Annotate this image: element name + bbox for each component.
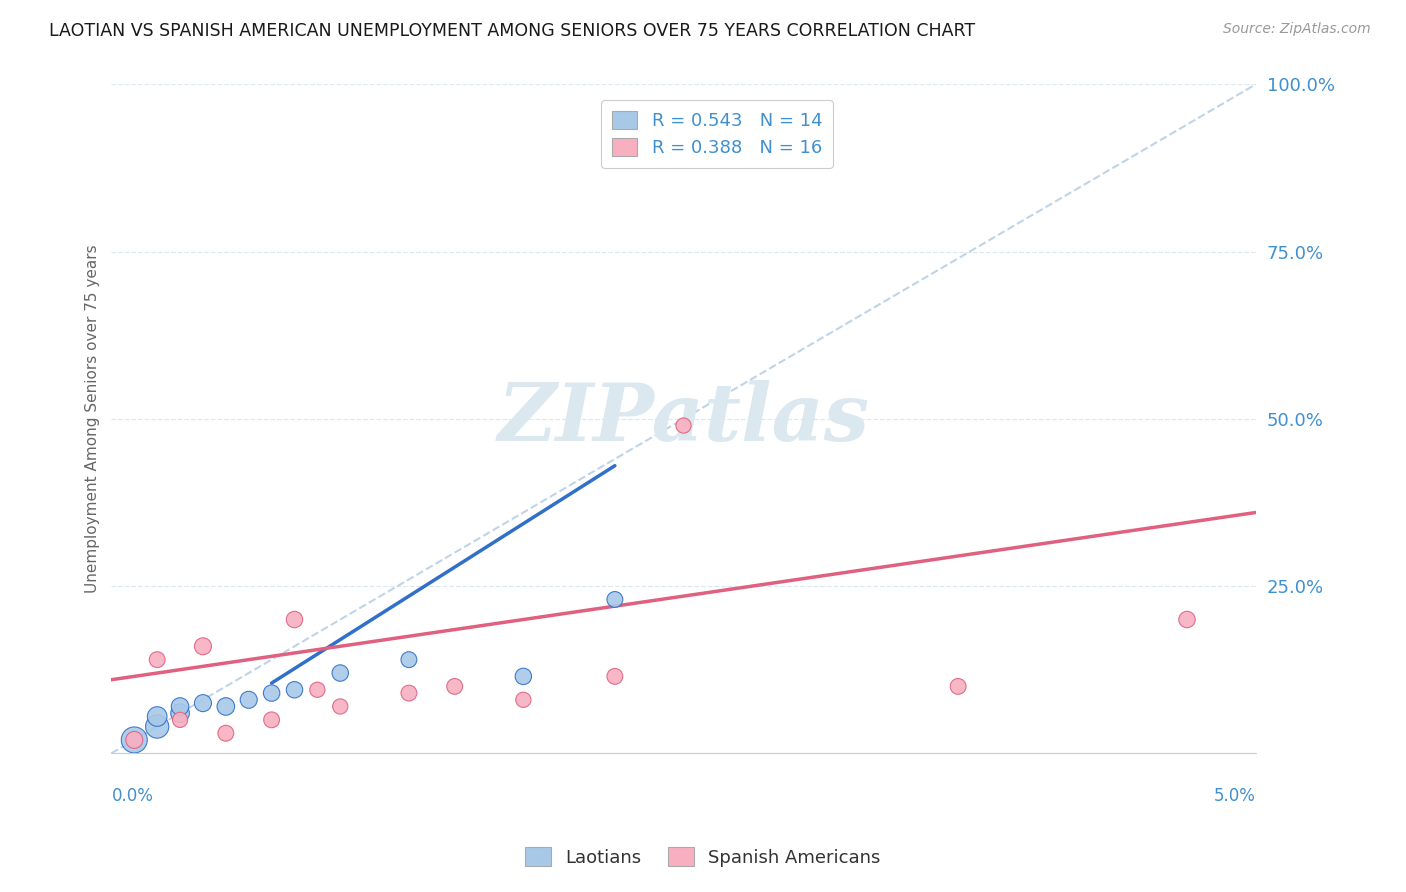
Point bbox=[512, 693, 534, 707]
Point bbox=[603, 669, 626, 683]
Point bbox=[283, 613, 305, 627]
Text: 0.0%: 0.0% bbox=[111, 787, 153, 805]
Point bbox=[512, 669, 534, 683]
Text: ZIPatlas: ZIPatlas bbox=[498, 380, 869, 458]
Point bbox=[307, 682, 329, 697]
Point bbox=[329, 699, 352, 714]
Point bbox=[215, 699, 238, 714]
Point bbox=[146, 709, 169, 723]
Point bbox=[124, 733, 146, 747]
Point bbox=[124, 733, 146, 747]
Point bbox=[329, 666, 352, 681]
Point bbox=[398, 686, 420, 700]
Point bbox=[946, 680, 969, 694]
Point bbox=[191, 640, 214, 654]
Text: 5.0%: 5.0% bbox=[1213, 787, 1256, 805]
Point bbox=[215, 726, 238, 740]
Point bbox=[238, 693, 260, 707]
Text: Source: ZipAtlas.com: Source: ZipAtlas.com bbox=[1223, 22, 1371, 37]
Point bbox=[260, 686, 283, 700]
Legend: Laotians, Spanish Americans: Laotians, Spanish Americans bbox=[519, 840, 887, 874]
Point bbox=[672, 418, 695, 433]
Point bbox=[260, 713, 283, 727]
Text: LAOTIAN VS SPANISH AMERICAN UNEMPLOYMENT AMONG SENIORS OVER 75 YEARS CORRELATION: LAOTIAN VS SPANISH AMERICAN UNEMPLOYMENT… bbox=[49, 22, 976, 40]
Legend: R = 0.543   N = 14, R = 0.388   N = 16: R = 0.543 N = 14, R = 0.388 N = 16 bbox=[600, 100, 832, 168]
Point bbox=[169, 713, 191, 727]
Point bbox=[146, 653, 169, 667]
Point bbox=[169, 706, 191, 721]
Point bbox=[603, 592, 626, 607]
Point bbox=[146, 720, 169, 734]
Point bbox=[169, 699, 191, 714]
Point bbox=[443, 680, 465, 694]
Point bbox=[283, 682, 305, 697]
Point bbox=[1175, 613, 1198, 627]
Point bbox=[191, 696, 214, 710]
Y-axis label: Unemployment Among Seniors over 75 years: Unemployment Among Seniors over 75 years bbox=[86, 244, 100, 593]
Point bbox=[398, 653, 420, 667]
